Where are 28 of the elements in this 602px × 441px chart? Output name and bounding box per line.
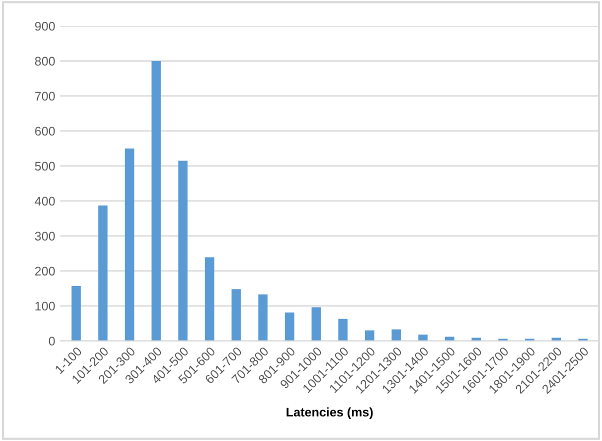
bar (232, 289, 241, 341)
bar (312, 307, 321, 341)
bar (72, 286, 81, 341)
bar (124, 148, 134, 341)
y-tick-label: 700 (35, 92, 55, 101)
bar (204, 257, 214, 341)
bar (258, 294, 268, 341)
bar (444, 336, 454, 341)
bar (418, 334, 428, 341)
y-tick-label: 100 (35, 302, 55, 311)
y-tick-label: 200 (35, 266, 55, 276)
y-tick-label: 500 (34, 162, 55, 171)
bar (152, 61, 161, 341)
bar (98, 205, 108, 341)
y-tick-label: 900 (35, 22, 55, 31)
bar (178, 160, 188, 341)
y-tick-label: 300 (34, 232, 55, 241)
bar (364, 330, 374, 341)
bar (472, 338, 481, 341)
x-axis-title: Latencies (ms) (286, 407, 373, 420)
bar (392, 329, 401, 341)
y-tick-label: 400 (34, 196, 55, 206)
y-tick-label: 0 (48, 336, 55, 346)
bar (284, 312, 294, 341)
y-tick-label: 800 (35, 56, 55, 66)
bar (552, 338, 561, 341)
y-tick-label: 600 (35, 126, 55, 136)
bar (338, 318, 348, 341)
